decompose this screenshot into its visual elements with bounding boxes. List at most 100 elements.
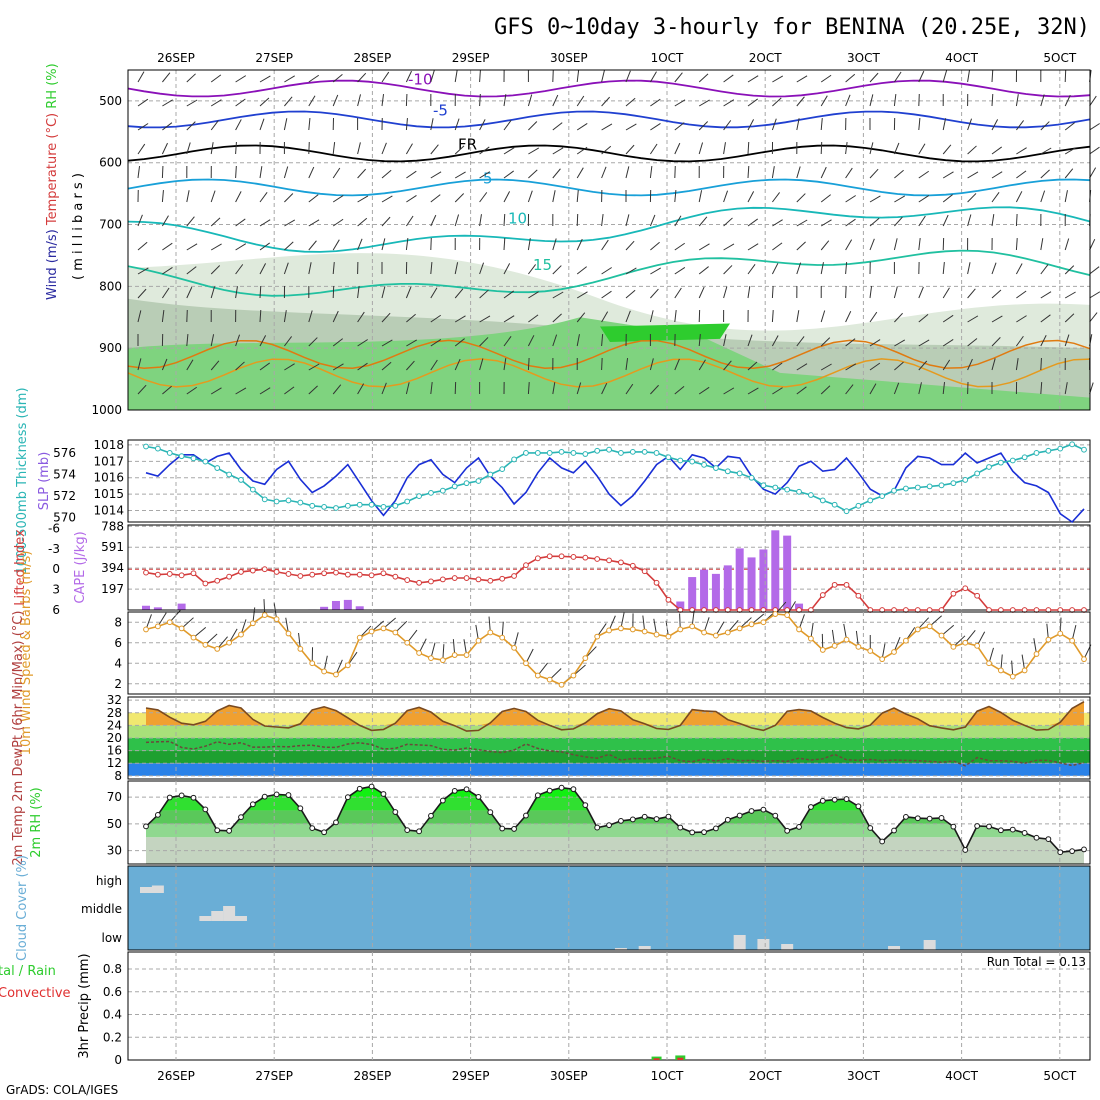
wind-barb (1040, 238, 1044, 251)
date-label-bottom: 1OCT (651, 1069, 684, 1083)
wind-barb (942, 194, 953, 203)
wind-barb (576, 146, 588, 155)
wind-barb (771, 309, 774, 323)
lifted-index-line-point (344, 571, 351, 578)
wind-barb (1064, 238, 1070, 251)
ylabel-part: Temperature (°C) (45, 109, 60, 226)
wind-barb (1089, 146, 1100, 155)
wind-barb (357, 72, 367, 83)
thickness-line-point (380, 503, 387, 510)
wind-barb (576, 382, 582, 395)
wind-speed-line-point (950, 643, 957, 650)
wind-speed-line-point (475, 637, 482, 644)
wind-barb (430, 262, 433, 275)
date-label-bottom: 5OCT (1043, 1069, 1076, 1083)
wind-barb (991, 119, 999, 131)
wind-barb (162, 72, 171, 83)
wind-barb (1064, 122, 1075, 131)
wind-tick: 8 (114, 615, 122, 629)
thickness-line-point (724, 468, 731, 475)
wind-speed-line-point (523, 660, 529, 667)
thickness-line-point (333, 505, 339, 511)
wind-barb (601, 382, 608, 395)
wind-barb (479, 146, 490, 155)
lifted-index-line-point (819, 592, 826, 598)
date-label-bottom: 4OCT (945, 1069, 978, 1083)
wind-barb (552, 168, 561, 179)
wind-barb (454, 145, 465, 155)
slp-tick: 1014 (93, 504, 124, 518)
thickness-line-point (475, 478, 482, 484)
wind-barb (527, 357, 530, 371)
wind-barb (235, 98, 246, 107)
wind-barb (918, 118, 921, 131)
wind-barb (747, 75, 759, 83)
cape-bar (700, 569, 709, 610)
wind-barb (308, 166, 315, 179)
upper-air-ylabel: Wind (m/s) Temperature (°C) RH (%) (45, 63, 60, 300)
rh-tick: 30 (107, 844, 122, 858)
wind-barb (601, 123, 613, 131)
thickness-tick: 574 (53, 468, 76, 482)
wind-speed-line-point (701, 629, 707, 636)
isotherm-line (127, 206, 1091, 253)
rh-line-point (1081, 846, 1087, 853)
wind-barb (1089, 95, 1097, 107)
wind-barb (576, 291, 588, 299)
rh-line-point (796, 824, 802, 830)
wind-barb (796, 193, 806, 203)
lifted-index-line-point (487, 577, 494, 584)
cloud-bar (614, 948, 627, 950)
wind-barb (1064, 313, 1075, 323)
wind-barb (552, 291, 564, 299)
wind-barb (186, 216, 195, 227)
lifted-index-line-point (594, 556, 601, 562)
rh-line-point (380, 791, 387, 797)
date-label-top: 29SEP (452, 51, 490, 65)
wind-speed-line-point (428, 655, 434, 662)
wind-barb (698, 121, 709, 131)
wind-barb (942, 338, 954, 347)
wind-barb (601, 311, 609, 323)
wind-barb (625, 267, 637, 275)
wind-barb (991, 262, 997, 275)
wind-barb (1040, 121, 1050, 131)
wind-speed-line-point (891, 649, 897, 655)
rh-line-point (618, 817, 624, 824)
rh-ylabel: 2m RH (%) (29, 787, 44, 858)
wind-barb (625, 289, 636, 299)
wind-barb (601, 214, 604, 227)
rh-line-point (997, 827, 1004, 834)
wind-barb (772, 362, 783, 371)
rh-line-point (701, 829, 707, 836)
wind-barb (918, 286, 924, 299)
precip-tick: 0 (114, 1053, 122, 1067)
wind-barb (747, 361, 758, 371)
wind-barb (259, 166, 263, 179)
rh-line-point (166, 794, 173, 801)
wind-barb (161, 358, 168, 371)
chart-title: GFS 0~10day 3-hourly for BENINA (20.25E,… (494, 15, 1090, 40)
wind-barb (942, 287, 950, 299)
lifted-index-line-point (962, 585, 969, 592)
wind-speed-line-point (534, 672, 541, 679)
lifted-index-line-point (297, 573, 304, 579)
wind-barb (552, 147, 564, 155)
wind-barb (332, 262, 335, 275)
wind-barb (137, 241, 148, 251)
thickness-line-point (641, 448, 648, 455)
wind-barb (845, 142, 848, 155)
wind-barb (308, 95, 316, 107)
wind-barb (454, 214, 460, 227)
wind-barb (503, 290, 515, 299)
rh-line-point (986, 823, 992, 830)
wind-barb (381, 312, 391, 323)
wind-barb (552, 313, 562, 323)
wind-barb (357, 195, 369, 203)
wind-barb (210, 334, 215, 347)
isotherm-label: 15 (533, 256, 552, 274)
wind-barb (820, 219, 832, 227)
rh-line-point (238, 814, 244, 821)
wind-barb (918, 215, 926, 227)
rh-line-point (677, 824, 684, 831)
